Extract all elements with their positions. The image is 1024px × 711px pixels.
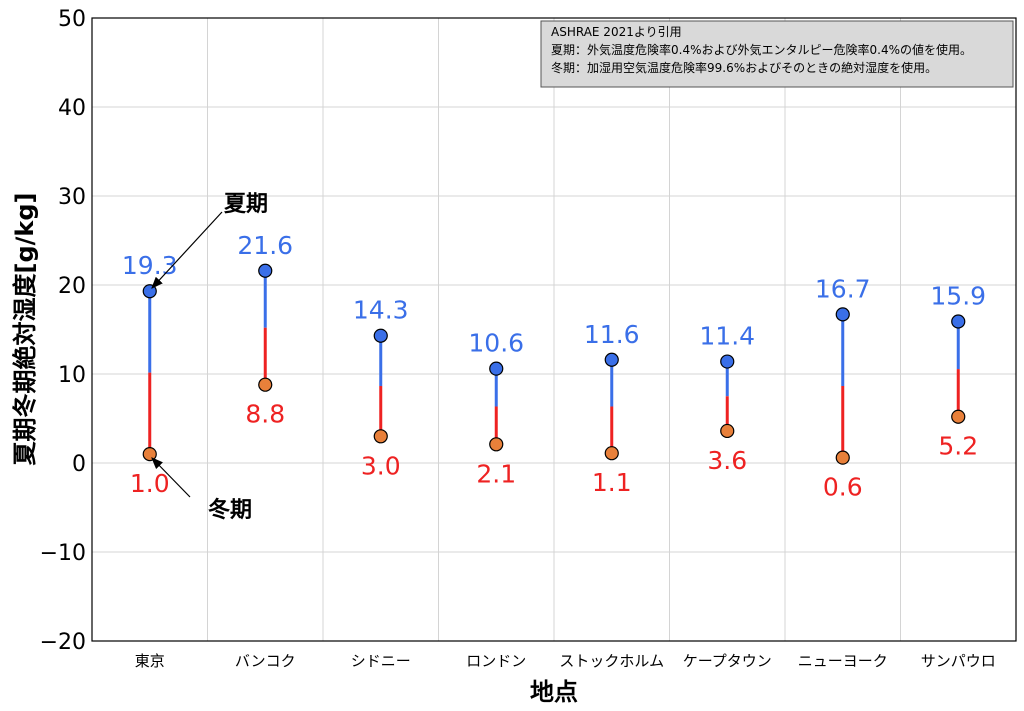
x-tick-label: ケープタウン xyxy=(683,652,772,670)
winter-value-label: 1.0 xyxy=(130,469,170,498)
winter-value-label: 8.8 xyxy=(245,400,285,429)
summer-value-label: 21.6 xyxy=(237,231,293,260)
note-line-2: 夏期：外気温度危険率0.4%および外気エンタルピー危険率0.4%の値を使用。 xyxy=(551,42,972,57)
note-box: ASHRAE 2021より引用 夏期：外気温度危険率0.4%および外気エンタルピ… xyxy=(540,20,1014,88)
winter-point xyxy=(720,423,735,439)
y-axis-ticks: −20 −10 0 10 20 30 40 50 xyxy=(40,7,86,655)
y-tick-label: 20 xyxy=(58,274,86,299)
y-tick-label: 30 xyxy=(58,185,86,210)
winter-point xyxy=(373,429,388,444)
x-tick-label: ロンドン xyxy=(466,652,526,670)
annotation-winter-arrow xyxy=(151,457,191,498)
summer-value-label: 16.7 xyxy=(815,274,871,303)
y-tick-label: 50 xyxy=(58,7,86,32)
winter-point xyxy=(951,409,966,424)
summer-point xyxy=(604,352,619,367)
winter-point xyxy=(258,377,273,392)
y-tick-label: −10 xyxy=(40,541,86,566)
x-axis-categories: 東京 バンコク シドニー ロンドン ストックホルム ケープタウン ニューヨーク サンパウロ xyxy=(135,652,996,670)
summer-point xyxy=(142,284,157,299)
winter-value-label: 1.1 xyxy=(592,468,632,497)
summer-point xyxy=(489,361,504,376)
x-tick-label: ストックホルム xyxy=(559,652,664,670)
annotation-summer: 夏期 xyxy=(151,192,268,289)
winter-point xyxy=(142,447,157,462)
x-tick-label: 東京 xyxy=(135,652,165,670)
plot-area-frame xyxy=(91,17,1017,642)
y-tick-label: −20 xyxy=(40,630,86,655)
x-tick-label: シドニー xyxy=(351,652,411,670)
y-tick-label: 0 xyxy=(72,452,86,477)
annotation-summer-label: 夏期 xyxy=(224,192,268,217)
winter-value-label: 3.6 xyxy=(707,446,747,475)
winter-point xyxy=(604,446,619,461)
annotation-winter: 冬期 xyxy=(151,457,252,523)
x-tick-label: バンコク xyxy=(235,652,296,670)
summer-point xyxy=(951,314,966,329)
annotation-winter-label: 冬期 xyxy=(208,497,252,523)
y-axis-title: 夏期冬期絶対湿度[g/kg] xyxy=(11,192,39,465)
winter-value-label: 5.2 xyxy=(938,432,978,461)
note-line-3: 冬期：加湿用空気温度危険率99.6%およびそのときの絶対湿度を使用。 xyxy=(551,60,937,75)
note-line-1: ASHRAE 2021より引用 xyxy=(551,25,682,39)
x-tick-label: ニューヨーク xyxy=(798,652,888,670)
summer-point xyxy=(258,263,273,278)
y-tick-label: 40 xyxy=(58,96,86,121)
winter-point xyxy=(835,450,850,465)
x-tick-label: サンパウロ xyxy=(921,652,996,670)
summer-value-label: 10.6 xyxy=(468,329,524,358)
summer-point xyxy=(373,328,388,343)
y-tick-label: 10 xyxy=(58,363,86,388)
x-axis-title: 地点 xyxy=(530,678,578,706)
summer-value-label: 19.3 xyxy=(122,251,178,280)
summer-value-label: 11.6 xyxy=(584,320,640,349)
winter-value-label: 0.6 xyxy=(823,473,863,502)
summer-point xyxy=(835,307,850,322)
grid xyxy=(92,17,1016,642)
summer-value-label: 14.3 xyxy=(353,296,409,325)
winter-point xyxy=(489,437,504,452)
summer-point xyxy=(720,354,735,369)
summer-value-label: 15.9 xyxy=(930,281,986,310)
annotation-summer-arrow xyxy=(151,211,223,289)
summer-value-label: 11.4 xyxy=(699,322,755,351)
winter-value-label: 2.1 xyxy=(476,459,516,488)
winter-value-label: 3.0 xyxy=(361,451,401,480)
